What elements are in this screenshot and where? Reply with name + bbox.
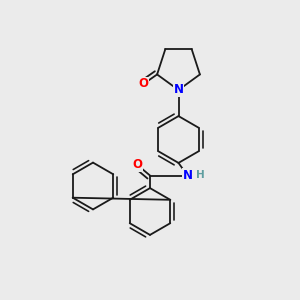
Text: O: O bbox=[132, 158, 142, 171]
Text: O: O bbox=[139, 77, 148, 90]
Text: H: H bbox=[196, 170, 205, 181]
Text: N: N bbox=[173, 83, 184, 97]
Text: N: N bbox=[182, 169, 193, 182]
